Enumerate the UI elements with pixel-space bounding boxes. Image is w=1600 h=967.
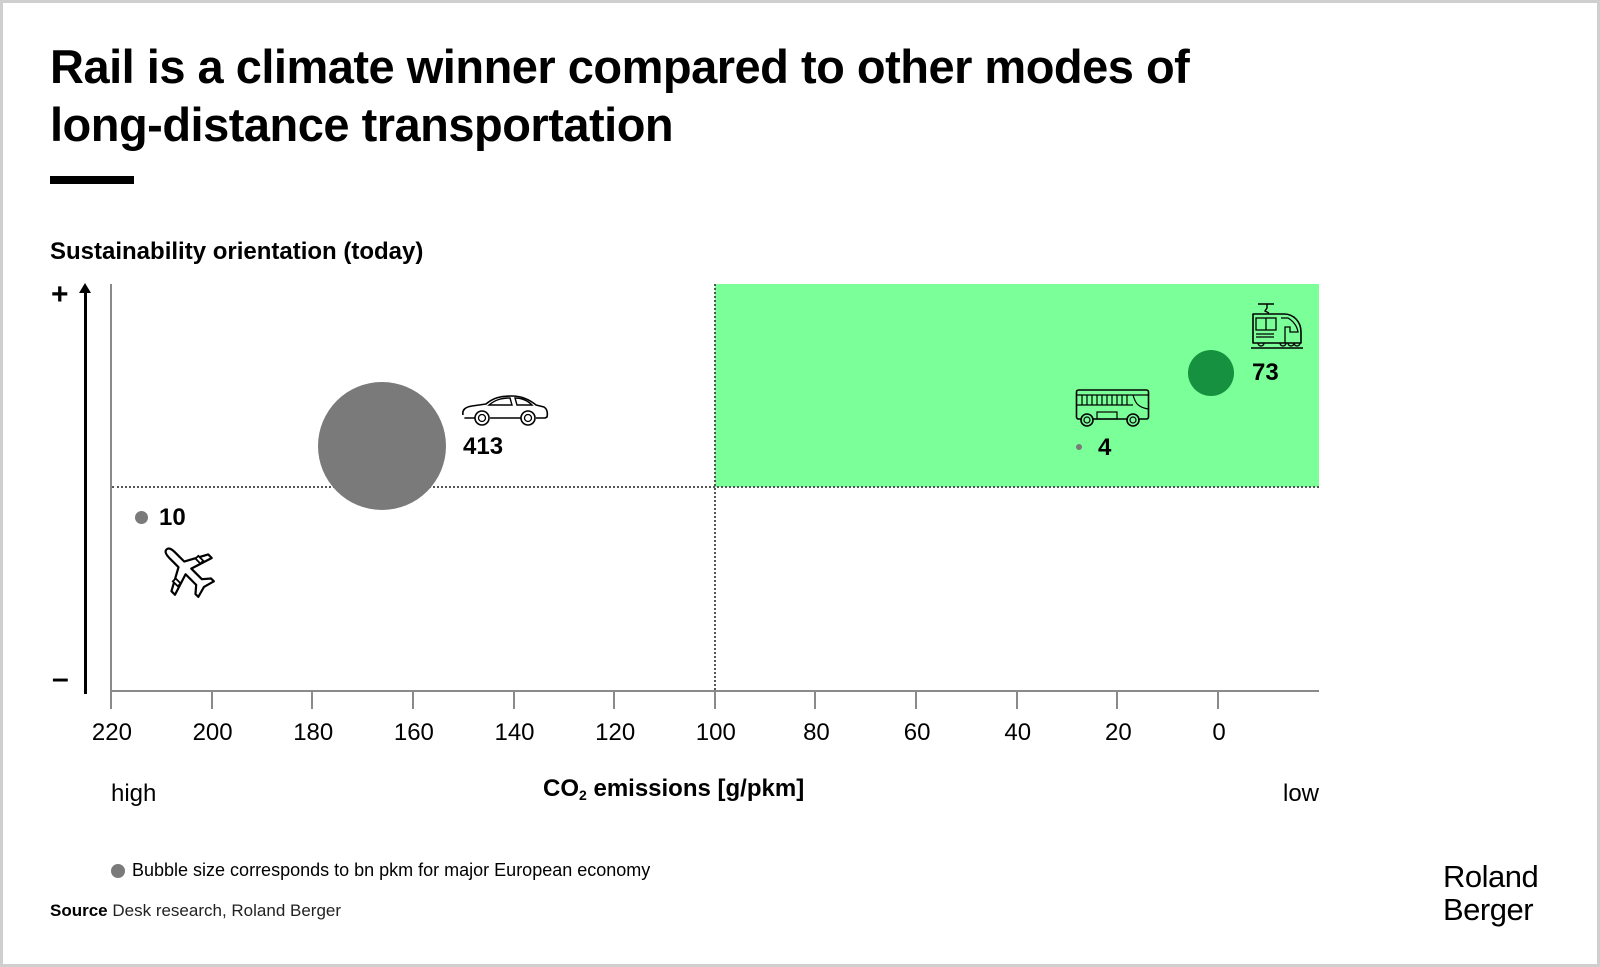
x-axis-high-label: high <box>111 780 157 807</box>
vertical-reference-line <box>714 284 716 690</box>
x-tick-label: 100 <box>695 719 736 746</box>
plane-value-label: 10 <box>159 504 186 531</box>
x-tick-label: 20 <box>1105 719 1132 746</box>
x-title-suffix: emissions [g/pkm] <box>586 775 805 802</box>
brand-line-1: Roland <box>1443 859 1539 894</box>
x-tick <box>311 691 314 709</box>
x-tick-label: 220 <box>91 719 132 746</box>
airplane-icon <box>164 547 215 598</box>
x-tick-label: 160 <box>393 719 434 746</box>
x-tick-label: 180 <box>293 719 334 746</box>
x-tick-label: 80 <box>803 719 830 746</box>
title-line-1: Rail is a climate winner compared to oth… <box>50 40 1190 93</box>
x-title-co: CO <box>543 775 579 802</box>
x-tick <box>109 691 112 709</box>
roland-berger-logo: Roland Berger <box>1443 859 1539 927</box>
legend-text: Bubble size corresponds to bn pkm for ma… <box>132 860 651 880</box>
brand-line-2: Berger <box>1443 892 1534 927</box>
x-tick <box>613 691 616 709</box>
legend-bubble-icon <box>111 863 125 878</box>
x-tick <box>210 691 213 709</box>
y-axis-title: Sustainability orientation (today) <box>50 238 424 265</box>
x-tick-label: 140 <box>494 719 535 746</box>
x-tick <box>512 691 515 709</box>
y-axis-minus-label: – <box>52 662 69 695</box>
source-label: Source <box>50 901 108 920</box>
bus-icon <box>1075 389 1150 427</box>
x-tick <box>411 691 414 709</box>
x-tick-label: 120 <box>595 719 636 746</box>
x-title-subscript: 2 <box>579 787 587 803</box>
x-tick <box>1116 691 1119 709</box>
x-tick-label: 60 <box>903 719 931 746</box>
y-axis-plus-label: + <box>51 278 69 311</box>
y-axis-line <box>110 284 112 691</box>
arrow-up-icon <box>79 283 91 293</box>
legend: Bubble size corresponds to bn pkm for ma… <box>111 860 650 881</box>
car-bubble <box>318 382 446 510</box>
x-axis-title: CO2 emissions [g/pkm] <box>543 775 804 803</box>
x-tick-label: 0 <box>1212 719 1226 746</box>
title-line-2: long-distance transportation <box>50 98 674 151</box>
x-tick <box>915 691 918 709</box>
x-tick-label: 200 <box>192 719 233 746</box>
title-underline <box>50 176 134 184</box>
x-tick <box>713 691 716 709</box>
rail-bubble <box>1188 350 1234 396</box>
source-text: Desk research, Roland Berger <box>107 901 342 920</box>
y-axis-arrow <box>84 290 87 694</box>
x-tick-label: 40 <box>1004 719 1032 746</box>
rail-value-label: 73 <box>1252 359 1279 386</box>
car-icon <box>462 395 549 426</box>
source-note: Source Desk research, Roland Berger <box>50 901 341 921</box>
x-tick <box>1015 691 1018 709</box>
car-value-label: 413 <box>463 433 504 460</box>
bus-bubble <box>1076 444 1082 450</box>
plane-bubble <box>135 511 148 524</box>
x-tick <box>1217 691 1219 709</box>
x-axis-low-label: low <box>1282 780 1319 807</box>
page-title: Rail is a climate winner compared to oth… <box>50 38 1350 154</box>
train-icon <box>1251 303 1303 349</box>
bus-value-label: 4 <box>1098 434 1112 461</box>
x-tick <box>814 691 817 709</box>
